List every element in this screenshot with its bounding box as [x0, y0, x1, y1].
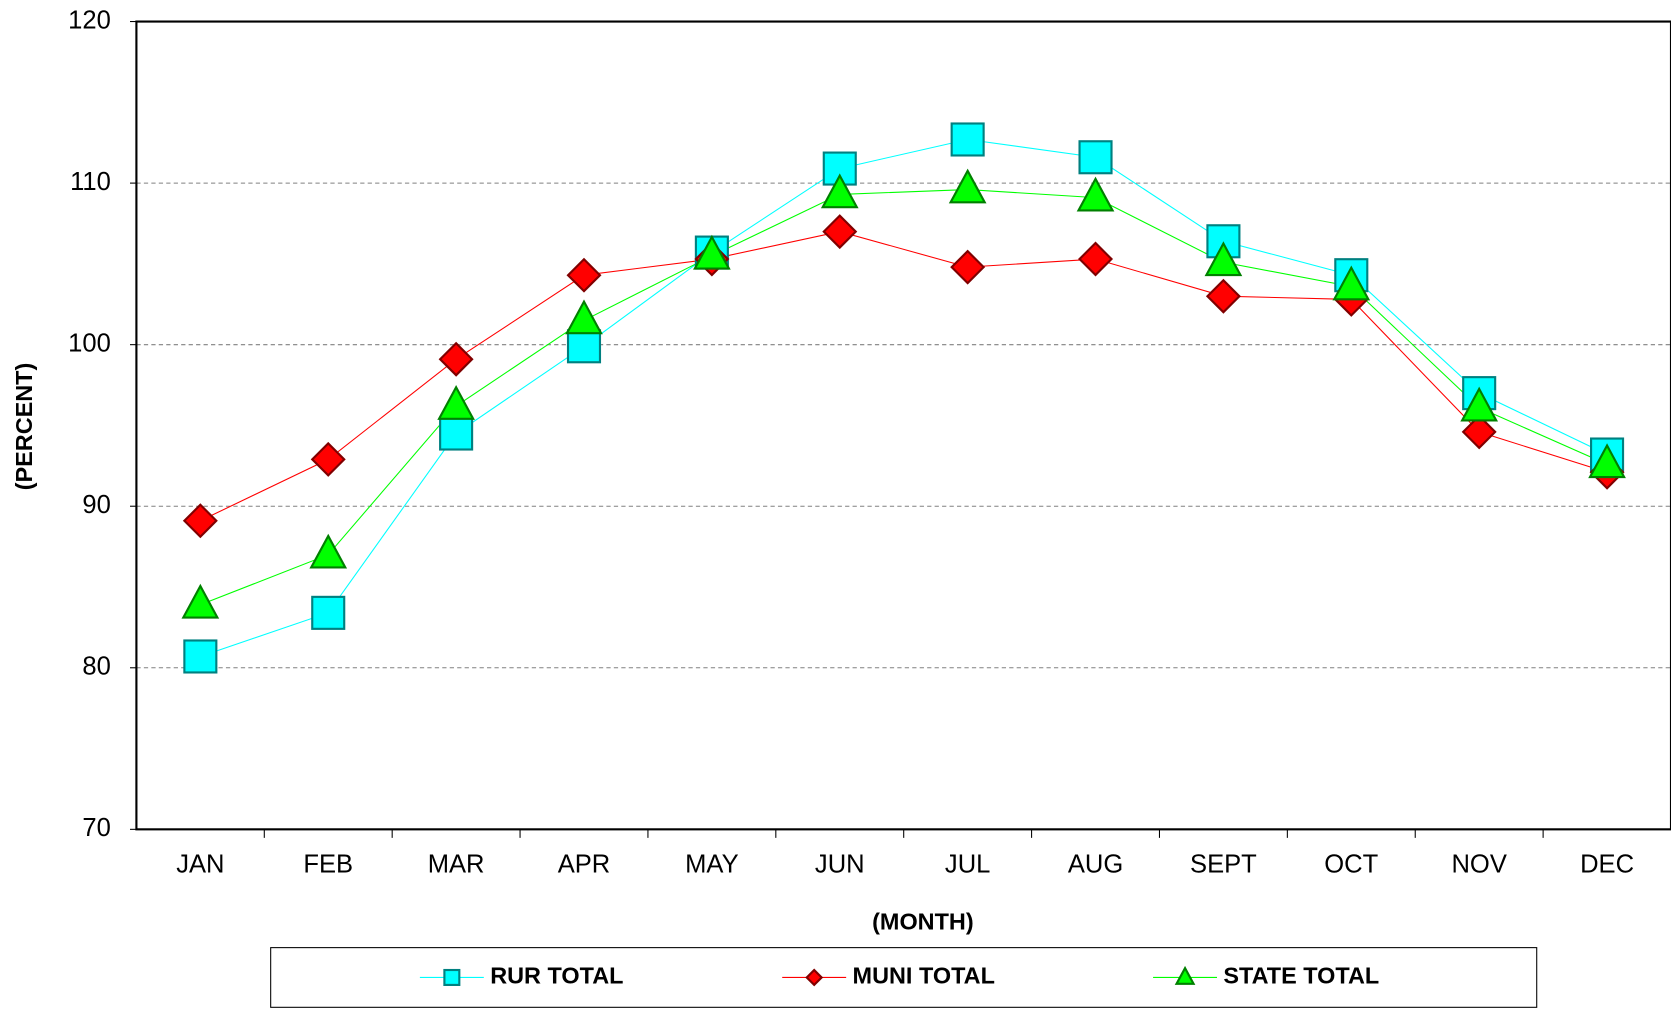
- x-tick-label: DEC: [1580, 850, 1634, 878]
- x-tick-label: JAN: [176, 850, 224, 878]
- legend-label: MUNI TOTAL: [853, 963, 995, 989]
- y-tick-label: 110: [70, 168, 111, 196]
- marker: [693, 234, 731, 270]
- series-line: [200, 189, 1608, 606]
- marker: [822, 214, 858, 250]
- x-tick-label: OCT: [1324, 850, 1378, 878]
- marker: [1076, 176, 1115, 212]
- marker: [1205, 278, 1241, 314]
- marker: [181, 583, 220, 619]
- marker: [950, 122, 985, 157]
- x-tick-label: APR: [558, 850, 611, 878]
- x-tick-label: NOV: [1451, 850, 1506, 878]
- marker: [183, 639, 218, 674]
- marker: [1174, 965, 1196, 985]
- x-tick-label: FEB: [303, 850, 353, 878]
- y-tick-label: 70: [82, 814, 110, 842]
- x-tick-label: JUN: [815, 850, 865, 878]
- marker: [182, 503, 218, 539]
- series-line: [200, 231, 1608, 522]
- marker: [309, 533, 348, 569]
- marker: [1078, 140, 1113, 175]
- series-line: [200, 138, 1608, 657]
- x-axis-title: (MONTH): [872, 908, 974, 934]
- x-tick-label: MAR: [428, 850, 485, 878]
- x-tick-label: JUL: [945, 850, 990, 878]
- marker: [439, 416, 474, 451]
- y-tick-label: 90: [82, 491, 110, 519]
- marker: [1204, 241, 1243, 277]
- marker: [566, 329, 602, 364]
- marker: [310, 441, 346, 477]
- y-axis-title: (PERCENT): [11, 363, 37, 491]
- marker: [950, 249, 986, 285]
- marker: [805, 968, 824, 987]
- marker: [1461, 414, 1497, 450]
- legend-label: RUR TOTAL: [490, 963, 623, 989]
- y-tick-label: 100: [68, 329, 111, 357]
- marker: [311, 595, 346, 630]
- x-tick-label: MAY: [685, 850, 739, 878]
- marker: [1332, 265, 1371, 301]
- marker: [566, 257, 602, 293]
- marker: [437, 385, 475, 420]
- y-tick-label: 80: [82, 653, 110, 681]
- plot-frame: [135, 20, 1671, 831]
- marker: [1078, 241, 1114, 277]
- marker: [1588, 443, 1626, 479]
- legend-label: STATE TOTAL: [1223, 963, 1379, 989]
- y-tick-label: 120: [68, 6, 111, 34]
- marker: [1460, 386, 1499, 422]
- x-tick-label: AUG: [1068, 850, 1123, 878]
- marker: [820, 173, 859, 209]
- marker: [438, 341, 474, 377]
- x-tick-label: SEPT: [1190, 850, 1257, 878]
- marker: [565, 299, 603, 335]
- marker: [948, 168, 987, 204]
- marker: [443, 968, 461, 986]
